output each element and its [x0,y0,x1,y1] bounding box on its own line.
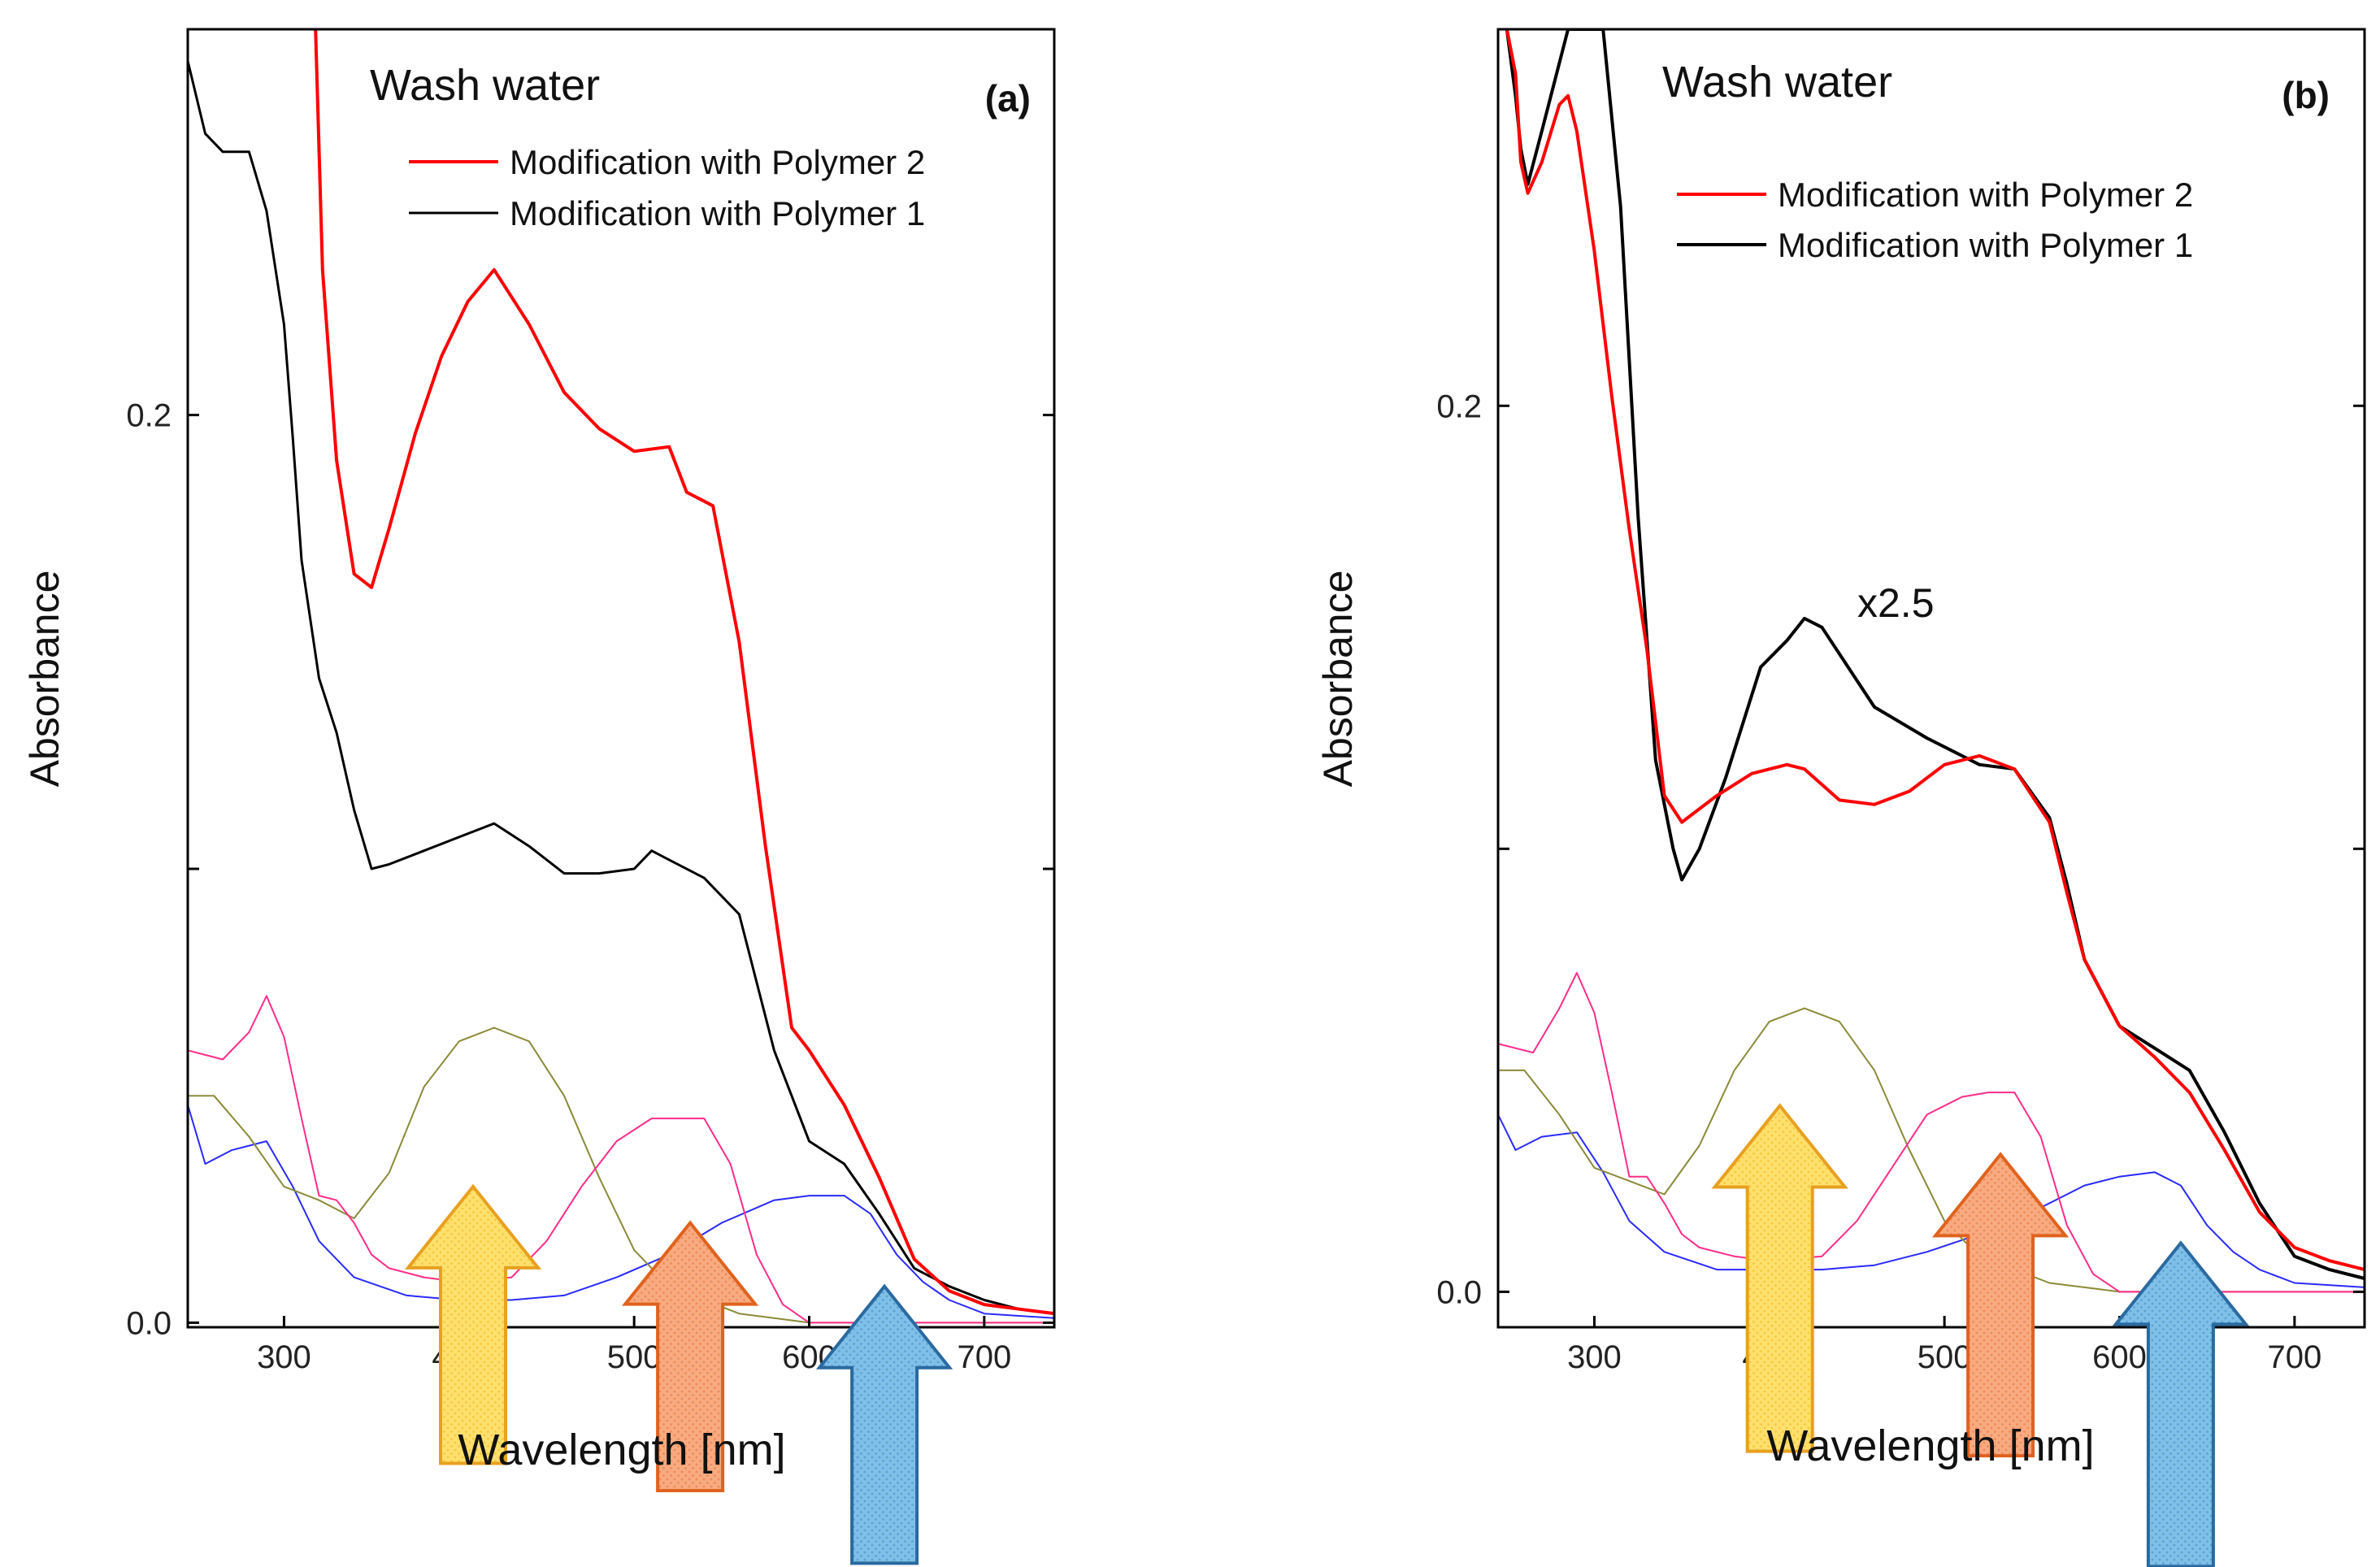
panel-a-line-modification-with-polymer-2 [314,29,1054,1316]
panel-a-frame [186,28,1056,1329]
panel-b-line-ref-olive [1498,1007,2365,1293]
panel-a-arrow-blue-icon [815,1283,953,1565]
panel-b-line-ref-magenta [1498,972,2365,1293]
panel-a-xtick-label: 700 [957,1339,1011,1375]
panel-a-legend-polymer2: Modification with Polymer 2 [510,143,925,181]
panel-b-xtick-label: 500 [1917,1339,1972,1375]
panel-a: 3004005006007000.00.2 Wash water (a) Mod… [22,28,1056,1565]
panel-b-annotation: x2.5 [1857,580,1935,626]
panel-b-xtick-label: 300 [1567,1339,1622,1375]
panel-a-arrows [404,1183,953,1565]
panel-b-line-ref-blue [1498,1113,2365,1288]
panel-a-line-ref-olive [188,1027,1054,1324]
panel-b-legend-polymer1: Modification with Polymer 1 [1778,226,2193,264]
panel-b-title: Wash water [1662,58,1892,106]
panel-a-xlabel: Wavelength [nm] [458,1426,785,1474]
panel-b-arrow-yellow-icon [1711,1103,1848,1453]
panel-b-arrow-orange-icon [1931,1152,2069,1458]
panel-a-ytick-label: 0.0 [126,1305,172,1341]
panel-a-legend-polymer1: Modification with Polymer 1 [510,194,925,232]
panel-b-ylabel: Absorbance [1315,571,1361,788]
panel-a-line-modification-with-polymer-1 [188,59,1054,1315]
panel-b-line-modification-with-polymer-2 [1505,29,2365,1272]
panel-b-series [1498,29,2365,1293]
panel-b-xtick-label: 700 [2267,1339,2321,1375]
panel-b-arrows [1711,1103,2250,1567]
panel-a-line-ref-blue [188,1104,1054,1319]
panel-b-xlabel: Wavelength [nm] [1766,1422,2094,1470]
panel-b-frame [1496,28,2366,1329]
panel-a-ylabel: Absorbance [22,571,67,788]
panel-b: 3004005006007000.00.2 Wash water (b) Mod… [1315,28,2366,1567]
panel-b-letter: (b) [2282,74,2330,116]
panel-a-title: Wash water [370,61,600,110]
panel-b-ticks: 3004005006007000.00.2 [1436,388,2365,1375]
panel-a-arrow-orange-icon [621,1220,759,1492]
panel-a-ytick-label: 0.2 [126,398,172,434]
panel-b-ytick-label: 0.0 [1436,1274,1482,1310]
panel-b-line-modification-with-polymer-1 [1505,29,2365,1280]
panel-a-letter: (a) [985,77,1031,119]
panel-a-xtick-label: 300 [257,1339,311,1375]
panel-a-arrow-yellow-icon [404,1183,542,1465]
panel-b-arrow-blue-icon [2112,1240,2250,1567]
panel-a-xtick-label: 500 [607,1339,662,1375]
panel-b-ytick-label: 0.2 [1436,388,1482,424]
panel-b-legend-polymer2: Modification with Polymer 2 [1778,176,2193,214]
panel-a-ticks: 3004005006007000.00.2 [126,398,1054,1375]
panel-b-xtick-label: 600 [2092,1339,2147,1375]
